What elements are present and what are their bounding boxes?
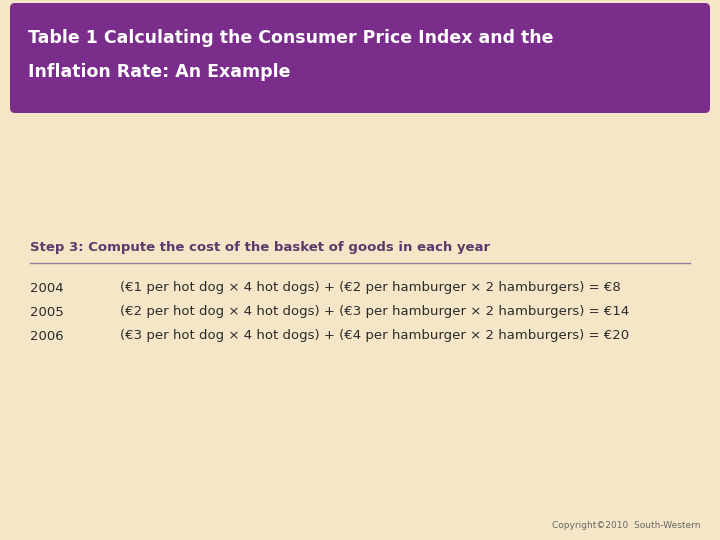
Text: (€3 per hot dog × 4 hot dogs) + (€4 per hamburger × 2 hamburgers) = €20: (€3 per hot dog × 4 hot dogs) + (€4 per … <box>120 329 629 342</box>
Text: 2004: 2004 <box>30 281 63 294</box>
Text: Table 1 Calculating the Consumer Price Index and the: Table 1 Calculating the Consumer Price I… <box>28 29 554 47</box>
Text: Step 3: Compute the cost of the basket of goods in each year: Step 3: Compute the cost of the basket o… <box>30 241 490 254</box>
Text: Copyright©2010  South-Western: Copyright©2010 South-Western <box>552 522 700 530</box>
Text: Inflation Rate: An Example: Inflation Rate: An Example <box>28 63 290 81</box>
Text: 2005: 2005 <box>30 306 64 319</box>
Text: (€1 per hot dog × 4 hot dogs) + (€2 per hamburger × 2 hamburgers) = €8: (€1 per hot dog × 4 hot dogs) + (€2 per … <box>120 281 621 294</box>
Text: (€2 per hot dog × 4 hot dogs) + (€3 per hamburger × 2 hamburgers) = €14: (€2 per hot dog × 4 hot dogs) + (€3 per … <box>120 306 629 319</box>
FancyBboxPatch shape <box>10 3 710 113</box>
Text: 2006: 2006 <box>30 329 63 342</box>
